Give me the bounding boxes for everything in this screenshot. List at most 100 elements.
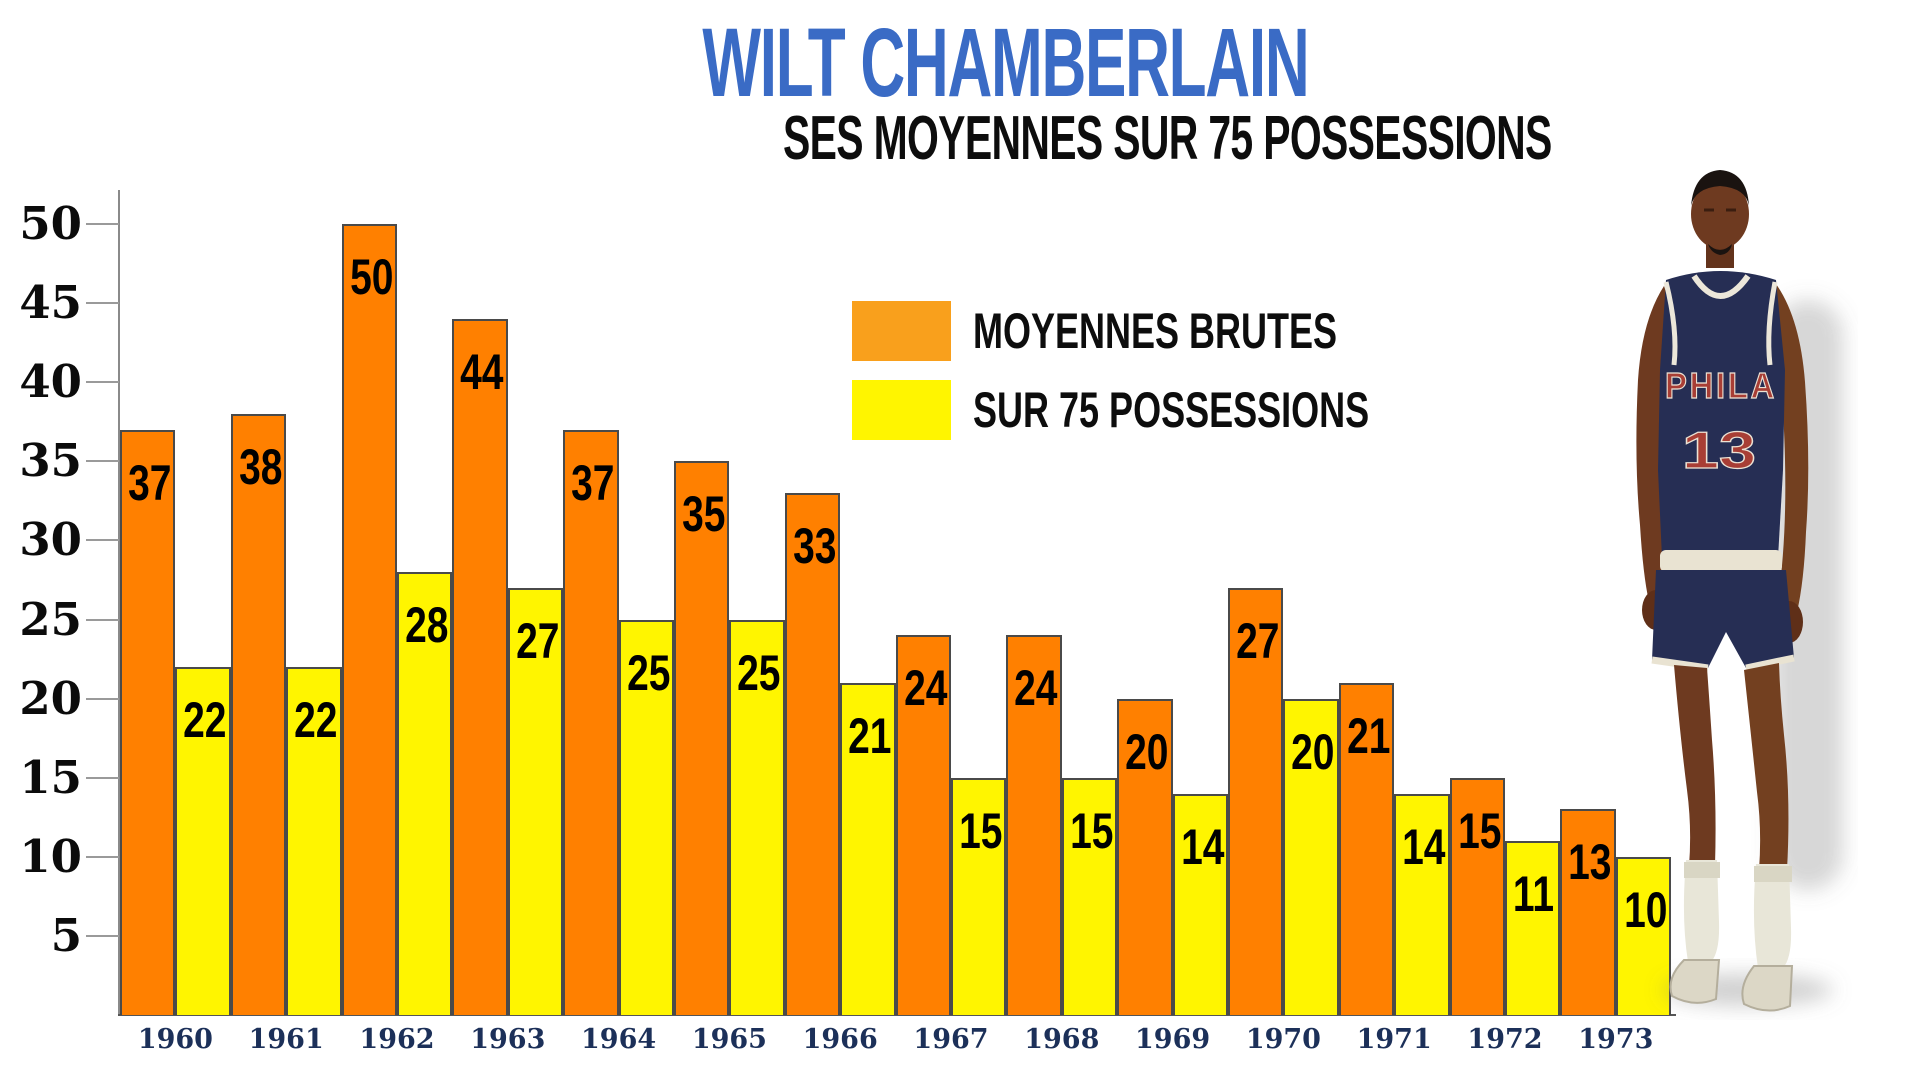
right-sock-band [1754, 866, 1792, 882]
x-axis-year-label: 1960 [137, 1024, 213, 1055]
y-tick-label: 35 [19, 434, 82, 488]
bar-value-label: 24 [1014, 660, 1058, 717]
bar-brutes: 13 [1560, 809, 1616, 1015]
right-shoe [1741, 965, 1794, 1012]
bar-brutes: 38 [230, 413, 287, 1015]
jersey-team-text: PHILA [1665, 365, 1777, 406]
y-tick-line [86, 539, 119, 542]
bar-value-label: 15 [1457, 802, 1502, 859]
page-subtitle: SES MOYENNES SUR 75 POSSESSIONS [782, 104, 1552, 173]
x-axis-year-label: 1967 [913, 1024, 989, 1055]
x-axis-year-label: 1970 [1245, 1024, 1321, 1055]
y-tick-line [86, 855, 119, 858]
y-tick-line [86, 697, 119, 700]
goatee [1708, 244, 1732, 255]
bar-per75: 28 [397, 572, 453, 1015]
left-sock [1683, 860, 1720, 962]
bar-brutes: 24 [895, 635, 951, 1015]
legend-swatch-orange [852, 301, 951, 361]
wilt-chamberlain-photo: PHILA 13 [1548, 160, 1858, 1025]
x-axis-year-label: 1963 [470, 1024, 546, 1055]
x-axis-year-label: 1973 [1578, 1024, 1654, 1055]
bar-per75: 14 [1394, 793, 1450, 1015]
legend-label-brutes: MOYENNES BRUTES [973, 303, 1338, 359]
y-tick-label: 5 [50, 908, 82, 962]
y-tick-line [86, 223, 119, 225]
bar-per75: 25 [618, 619, 674, 1015]
bar-brutes: 21 [1338, 682, 1395, 1015]
x-axis-year-label: 1972 [1467, 1024, 1543, 1055]
right-sock [1753, 864, 1792, 968]
y-tick-label: 50 [19, 197, 82, 250]
shorts-hem-right [1745, 654, 1795, 672]
y-tick-line [86, 302, 119, 305]
bar-value-label: 11 [1512, 865, 1555, 922]
bar-brutes: 24 [1006, 635, 1062, 1015]
y-tick-label: 15 [19, 750, 82, 804]
bar-value-label: 25 [626, 644, 671, 701]
x-axis-line [118, 1014, 1676, 1016]
legend-item-per75: SUR 75 POSSESSIONS [852, 379, 1523, 441]
y-tick-label: 25 [19, 592, 82, 646]
shorts-hem-left [1651, 656, 1709, 672]
y-tick-label: 45 [19, 276, 82, 330]
y-tick-line [86, 934, 119, 937]
bar-value-label: 14 [1180, 818, 1225, 875]
y-tick-label: 20 [19, 671, 82, 725]
bar-value-label: 25 [737, 644, 781, 701]
bar-per75: 21 [840, 682, 896, 1015]
x-axis-year-label: 1969 [1135, 1024, 1211, 1055]
bar-per75: 14 [1172, 793, 1228, 1015]
x-axis-year-label: 1964 [581, 1024, 657, 1055]
bar-per75: 15 [951, 777, 1007, 1015]
bar-value-label: 13 [1568, 834, 1612, 891]
bar-value-label: 27 [1236, 612, 1280, 669]
bar-per75: 22 [175, 666, 231, 1015]
y-tick-line [86, 776, 119, 779]
bar-value-label: 37 [128, 454, 172, 511]
bar-per75: 10 [1615, 856, 1672, 1015]
bar-value-label: 50 [349, 249, 394, 305]
bar-brutes: 35 [674, 461, 730, 1015]
bar-value-label: 33 [792, 517, 837, 574]
bar-per75: 22 [286, 666, 342, 1015]
bar-value-label: 37 [571, 454, 615, 511]
legend-swatch-yellow [852, 380, 951, 440]
y-tick-line [86, 618, 119, 621]
left-sock-band [1684, 862, 1720, 878]
bar-value-label: 35 [682, 486, 726, 543]
bar-brutes: 37 [120, 429, 176, 1015]
right-leg [1744, 663, 1789, 870]
bar-value-label: 28 [405, 597, 449, 654]
left-shoe [1669, 959, 1721, 1004]
bar-brutes: 20 [1117, 698, 1173, 1015]
bar-brutes: 33 [784, 492, 841, 1015]
y-tick-line [86, 460, 119, 463]
bar-value-label: 38 [238, 438, 283, 495]
y-tick-label: 30 [19, 513, 82, 567]
bar-value-label: 22 [183, 691, 227, 748]
y-tick-label: 40 [19, 355, 82, 409]
y-tick-label: 10 [19, 829, 82, 883]
x-axis-year-label: 1971 [1356, 1024, 1432, 1055]
y-tick-line [86, 381, 119, 384]
y-axis-line [118, 190, 120, 1015]
x-axis-year-label: 1961 [248, 1024, 324, 1055]
page-title-wrap: WILT CHAMBERLAIN [532, 14, 1332, 111]
waistband [1660, 550, 1782, 572]
shorts [1652, 570, 1794, 668]
bar-value-label: 15 [1069, 802, 1114, 859]
bar-value-label: 20 [1125, 723, 1169, 780]
page-subtitle-wrap: SES MOYENNES SUR 75 POSSESSIONS [585, 108, 1552, 170]
x-axis-year-label: 1965 [691, 1024, 767, 1055]
player-figure: PHILA 13 [1636, 170, 1843, 1012]
bar-brutes: 15 [1449, 777, 1505, 1015]
jersey-number-text: 13 [1682, 422, 1756, 480]
bar-brutes: 27 [1228, 587, 1284, 1015]
bar-value-label: 14 [1402, 818, 1446, 875]
bar-per75: 11 [1505, 840, 1561, 1015]
bar-value-label: 24 [903, 660, 948, 717]
jersey-neck-trim [1691, 274, 1751, 299]
bar-value-label: 22 [294, 691, 338, 748]
bar-per75: 15 [1061, 777, 1118, 1015]
